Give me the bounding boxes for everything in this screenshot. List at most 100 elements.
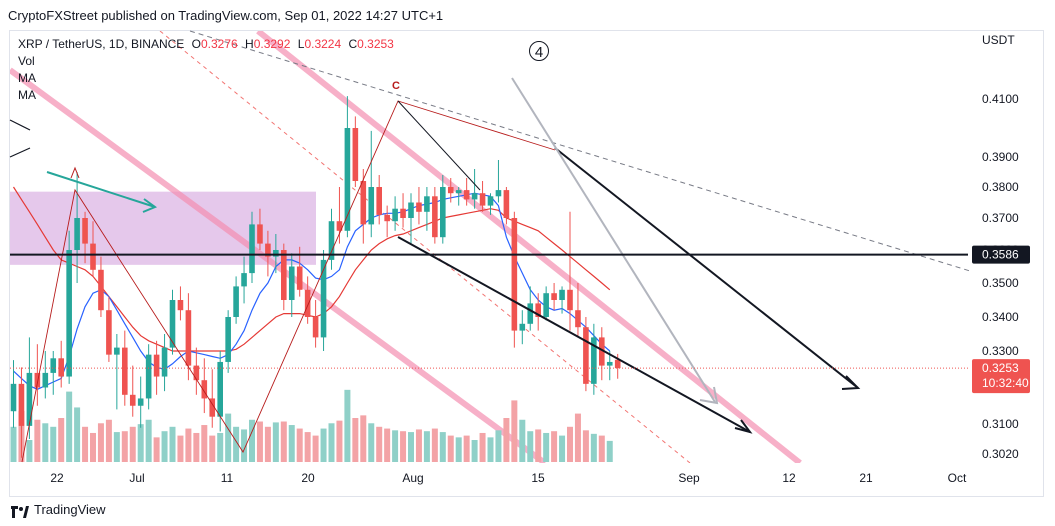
candle-body bbox=[511, 218, 518, 331]
volume-bar bbox=[97, 423, 104, 462]
volume-bar bbox=[431, 428, 438, 462]
x-tick-label: 22 bbox=[50, 471, 64, 485]
volume-bar bbox=[256, 421, 263, 462]
legend-l-label: L bbox=[297, 37, 305, 51]
y-tick-label: 0.3900 bbox=[982, 150, 1019, 164]
candle-body bbox=[352, 128, 359, 181]
legend-ma-2[interactable]: MA bbox=[18, 88, 36, 102]
volume-bar bbox=[447, 435, 454, 462]
candle-body bbox=[249, 224, 255, 274]
x-tick-label: 20 bbox=[301, 471, 315, 485]
candle-body bbox=[58, 358, 64, 377]
volume-bar bbox=[105, 419, 112, 462]
candle-body bbox=[161, 347, 168, 377]
candle-body bbox=[66, 250, 72, 377]
legend-symbol-row: XRP / TetherUS, 1D, BINANCE O0.3276 H0.3… bbox=[18, 36, 394, 53]
volume-bar bbox=[439, 432, 446, 462]
candle-body bbox=[495, 190, 502, 197]
volume-bar bbox=[272, 422, 279, 462]
wedge-lower-line bbox=[397, 236, 751, 433]
legend-h-value: 0.3292 bbox=[253, 37, 291, 51]
volume-bar bbox=[582, 430, 589, 462]
volume-bar bbox=[249, 419, 255, 462]
candle-body bbox=[233, 286, 239, 317]
volume-bar bbox=[328, 423, 335, 462]
candle-body bbox=[129, 394, 136, 406]
footer bbox=[0, 497, 1055, 526]
x-tick-label: 11 bbox=[221, 471, 234, 485]
wave-4-label: 4 bbox=[535, 44, 543, 61]
volume-bar bbox=[209, 435, 216, 462]
candle-body bbox=[487, 196, 494, 206]
candle-body bbox=[559, 289, 565, 300]
x-tick-label: Aug bbox=[402, 471, 423, 485]
volume-bar bbox=[567, 426, 573, 462]
chart-frame[interactable] bbox=[9, 30, 1044, 497]
candle-body bbox=[519, 323, 526, 331]
candle-body bbox=[575, 310, 581, 328]
candle-body bbox=[217, 361, 223, 417]
legend-o-label: O bbox=[191, 37, 201, 51]
volume-bar bbox=[408, 432, 414, 462]
teal-arrowhead bbox=[142, 198, 158, 213]
x-tick-label: Sep bbox=[678, 471, 700, 485]
legend-symbol[interactable]: XRP / TetherUS, 1D, BINANCE bbox=[18, 37, 185, 51]
volume-bar bbox=[137, 424, 144, 462]
candle-body bbox=[304, 289, 311, 317]
volume-bar bbox=[58, 418, 65, 462]
volume-bar bbox=[400, 431, 407, 462]
legend-c-value: 0.3253 bbox=[357, 37, 394, 51]
volume-bar bbox=[376, 426, 383, 462]
volume-bar bbox=[463, 435, 470, 462]
candle-body bbox=[416, 202, 422, 212]
volume-bar bbox=[113, 432, 120, 462]
candle-body bbox=[583, 327, 589, 384]
legend-o-value: 0.3276 bbox=[200, 37, 238, 51]
volume-bar bbox=[423, 431, 430, 462]
hline-price-tag bbox=[972, 245, 1030, 264]
volume-bar bbox=[598, 435, 605, 462]
volume-bar bbox=[193, 432, 200, 462]
x-tick-label: Oct bbox=[948, 471, 967, 485]
volume-bar bbox=[606, 440, 613, 462]
descending-trendline-dashed bbox=[189, 30, 971, 272]
candle-body bbox=[344, 128, 351, 231]
candle-body bbox=[599, 337, 605, 366]
volume-bar bbox=[42, 423, 49, 462]
legend-volume[interactable]: Vol bbox=[18, 54, 35, 68]
volume-bar bbox=[415, 429, 422, 462]
volume-bar bbox=[503, 418, 510, 462]
y-tick-label: 0.3300 bbox=[982, 344, 1019, 358]
volume-bar bbox=[487, 437, 494, 462]
candle-body bbox=[312, 317, 319, 338]
x-tick-label: 12 bbox=[782, 471, 796, 485]
candle-body bbox=[74, 218, 80, 250]
wave-c-label: C bbox=[392, 80, 400, 92]
candle-body bbox=[106, 310, 112, 355]
candle-body bbox=[122, 347, 128, 395]
resistance-zone bbox=[10, 191, 316, 265]
y-tick-label: 0.3100 bbox=[982, 417, 1019, 431]
candle-body bbox=[535, 303, 541, 317]
candle-body bbox=[273, 250, 279, 257]
wedge-upper-line bbox=[554, 147, 859, 389]
volume-bar bbox=[50, 426, 57, 462]
candle-body bbox=[376, 187, 382, 215]
candle-body bbox=[328, 221, 335, 260]
legend-ma-1[interactable]: MA bbox=[18, 71, 36, 85]
candle-body bbox=[400, 208, 406, 218]
volume-bar bbox=[392, 430, 399, 462]
volume-bar bbox=[82, 426, 89, 462]
candle-body bbox=[209, 398, 216, 417]
y-tick-label: 0.3400 bbox=[982, 310, 1019, 324]
candle-body bbox=[193, 365, 200, 381]
volume-bar bbox=[201, 425, 208, 462]
volume-bar bbox=[312, 435, 319, 462]
candle-body bbox=[82, 218, 88, 244]
volume-bar bbox=[511, 400, 518, 462]
candle-body bbox=[34, 372, 41, 388]
volume-bar bbox=[288, 425, 295, 462]
wave-c-decline-line bbox=[397, 100, 481, 191]
volume-bar bbox=[145, 419, 152, 462]
